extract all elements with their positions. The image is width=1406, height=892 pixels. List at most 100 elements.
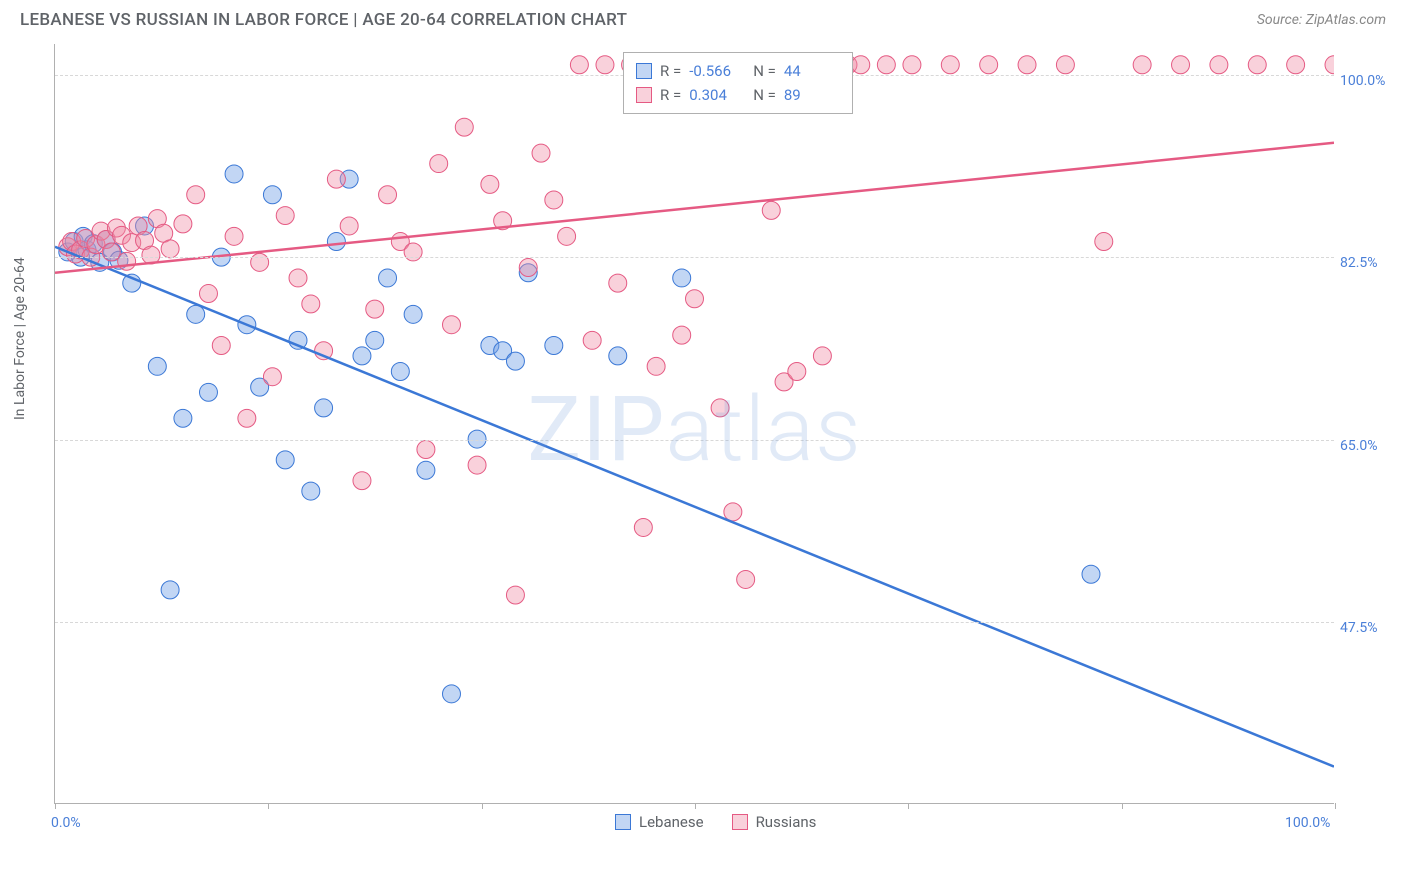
- legend-item-russians: Russians: [732, 813, 817, 831]
- scatter-point: [481, 175, 499, 193]
- x-tick-label: 100.0%: [1285, 815, 1330, 831]
- scatter-point: [788, 363, 806, 381]
- x-tick: [908, 803, 909, 809]
- r-value-russians: 0.304: [689, 83, 745, 107]
- x-tick: [268, 803, 269, 809]
- scatter-point: [430, 155, 448, 173]
- scatter-point: [110, 251, 128, 269]
- x-tick: [1122, 803, 1123, 809]
- scatter-point: [97, 230, 115, 248]
- scatter-point: [813, 347, 831, 365]
- scatter-point: [596, 56, 614, 74]
- legend-item-lebanese: Lebanese: [615, 813, 704, 831]
- r-label: R =: [660, 59, 681, 83]
- scatter-point: [276, 451, 294, 469]
- scatter-point: [366, 300, 384, 318]
- legend-label-lebanese: Lebanese: [639, 813, 704, 831]
- scatter-point: [1287, 56, 1305, 74]
- scatter-point: [545, 191, 563, 209]
- scatter-point: [532, 144, 550, 162]
- scatter-point: [302, 482, 320, 500]
- scatter-point: [107, 219, 125, 237]
- scatter-point: [155, 224, 173, 242]
- scatter-point: [65, 233, 83, 251]
- swatch-lebanese: [636, 63, 652, 79]
- n-value-lebanese: 44: [784, 59, 840, 83]
- scatter-point: [63, 233, 81, 251]
- scatter-point: [506, 586, 524, 604]
- scatter-point: [1325, 56, 1334, 74]
- scatter-point: [87, 236, 105, 254]
- scatter-point: [92, 222, 110, 240]
- scatter-point: [391, 233, 409, 251]
- scatter-point: [187, 305, 205, 323]
- r-label: R =: [660, 83, 681, 107]
- scatter-point: [353, 472, 371, 490]
- scatter-point: [724, 503, 742, 521]
- scatter-point: [545, 337, 563, 355]
- scatter-point: [583, 331, 601, 349]
- scatter-point: [1095, 233, 1113, 251]
- scatter-point: [263, 186, 281, 204]
- chart-source: Source: ZipAtlas.com: [1257, 12, 1386, 28]
- scatter-point: [353, 347, 371, 365]
- stats-row-russians: R = 0.304 N = 89: [636, 83, 840, 107]
- scatter-point: [251, 378, 269, 396]
- scatter-point: [1056, 56, 1074, 74]
- scatter-point: [558, 227, 576, 245]
- scatter-point: [327, 170, 345, 188]
- y-tick-label: 100.0%: [1340, 73, 1400, 89]
- scatter-point: [494, 212, 512, 230]
- scatter-point: [161, 581, 179, 599]
- scatter-point: [941, 56, 959, 74]
- n-label: N =: [753, 83, 776, 107]
- scatter-point: [263, 368, 281, 386]
- scatter-point: [391, 363, 409, 381]
- scatter-point: [129, 217, 147, 235]
- scatter-point: [379, 186, 397, 204]
- scatter-point: [74, 227, 92, 245]
- scatter-point: [251, 253, 269, 271]
- n-label: N =: [753, 59, 776, 83]
- scatter-point: [148, 210, 166, 228]
- scatter-point: [1210, 56, 1228, 74]
- scatter-point: [136, 217, 154, 235]
- scatter-point: [775, 373, 793, 391]
- scatter-point: [468, 456, 486, 474]
- scatter-point: [123, 274, 141, 292]
- legend-swatch-russians: [732, 814, 748, 830]
- scatter-point: [91, 253, 109, 271]
- scatter-point: [199, 285, 217, 303]
- x-tick: [482, 803, 483, 809]
- gridline: [55, 440, 1334, 441]
- scatter-point: [238, 316, 256, 334]
- scatter-point: [199, 383, 217, 401]
- scatter-point: [506, 352, 524, 370]
- scatter-point: [225, 165, 243, 183]
- y-tick-label: 47.5%: [1340, 620, 1400, 636]
- scatter-point: [77, 229, 95, 247]
- scatter-point: [686, 290, 704, 308]
- scatter-point: [519, 264, 537, 282]
- scatter-point: [634, 518, 652, 536]
- scatter-point: [570, 56, 588, 74]
- scatter-point: [673, 326, 691, 344]
- scatter-point: [302, 295, 320, 313]
- stats-row-lebanese: R = -0.566 N = 44: [636, 59, 840, 83]
- scatter-point: [481, 337, 499, 355]
- scatter-point: [366, 331, 384, 349]
- scatter-point: [673, 269, 691, 287]
- source-name: ZipAtlas.com: [1306, 12, 1386, 28]
- scatter-point: [66, 245, 84, 263]
- scatter-point: [417, 441, 435, 459]
- scatter-point: [711, 399, 729, 417]
- scatter-point: [142, 246, 160, 264]
- scatter-point: [877, 56, 895, 74]
- scatter-point: [59, 238, 77, 256]
- source-prefix: Source:: [1257, 12, 1306, 28]
- scatter-point: [903, 56, 921, 74]
- scatter-point: [187, 186, 205, 204]
- trend-line: [55, 247, 1334, 767]
- stats-box: R = -0.566 N = 44 R = 0.304 N = 89: [623, 52, 853, 114]
- scatter-point: [609, 347, 627, 365]
